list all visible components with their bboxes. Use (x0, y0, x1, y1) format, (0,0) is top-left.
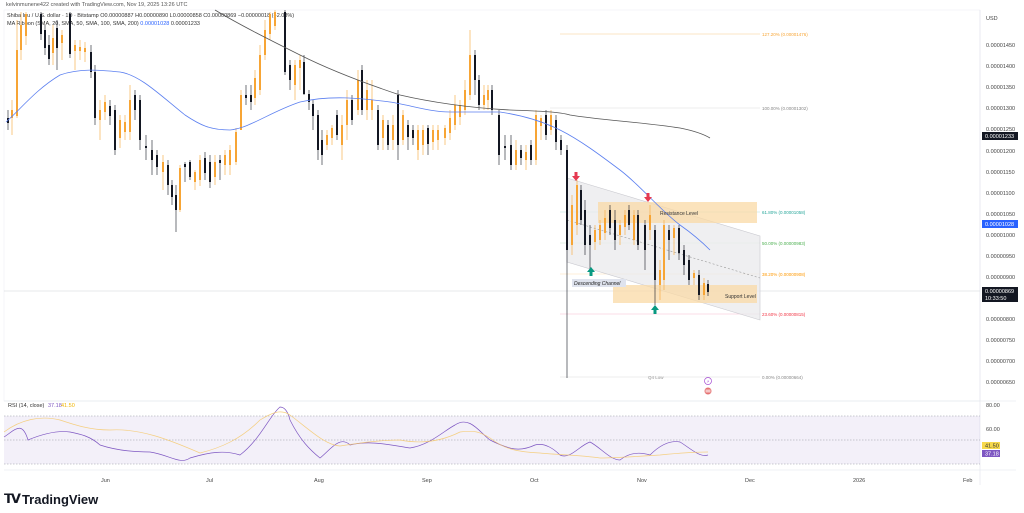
rsi-pane[interactable] (3, 406, 980, 465)
svg-text:Aug: Aug (314, 478, 324, 484)
svg-text:0.00001150: 0.00001150 (986, 170, 1015, 176)
svg-text:Sep: Sep (422, 478, 432, 484)
svg-text:0.00000900: 0.00000900 (986, 275, 1015, 281)
svg-text:0.00001233: 0.00001233 (985, 134, 1014, 140)
svg-text:Jul: Jul (206, 478, 213, 484)
ma200-price-badge (982, 132, 1018, 140)
channel-label-box (572, 279, 626, 287)
svg-text:60.00: 60.00 (986, 427, 1000, 433)
support-zone[interactable] (613, 285, 757, 303)
svg-text:Oct: Oct (530, 478, 539, 484)
price-axis[interactable]: USD 0.00001450 0.00001400 0.00001350 0.0… (986, 16, 1015, 386)
svg-text:Feb: Feb (963, 478, 972, 484)
rsi-label: RSI (14, close) (8, 403, 45, 409)
svg-text:37.18: 37.18 (985, 452, 999, 458)
down-arrow-icon (572, 172, 580, 181)
up-arrow-icon (651, 305, 659, 314)
ma-ribbon-value-200: 0.00001233 (170, 21, 200, 27)
sma50-line[interactable] (5, 69, 711, 251)
svg-text:0.00000700: 0.00000700 (986, 359, 1015, 365)
svg-text:0.00001400: 0.00001400 (986, 64, 1015, 70)
ma50-price-badge (982, 220, 1018, 228)
svg-text:0.00000950: 0.00000950 (986, 254, 1015, 260)
ma-ribbon-legend[interactable]: MA Ribbon (SMA, 20, SMA, 50, SMA, 100, S… (7, 21, 200, 27)
svg-text:0.00001028: 0.00001028 (985, 222, 1014, 228)
svg-text:0.00001200: 0.00001200 (986, 149, 1015, 155)
svg-text:0.00001450: 0.00001450 (986, 43, 1015, 49)
svg-text:0.00001300: 0.00001300 (986, 106, 1015, 112)
rsi-ma-value: 41.50 (61, 403, 75, 409)
tradingview-wordmark: TradingView (21, 491, 99, 507)
svg-text:0.00000800: 0.00000800 (986, 317, 1015, 323)
svg-text:0.00000750: 0.00000750 (986, 338, 1015, 344)
svg-text:Nov: Nov (637, 478, 647, 484)
chart-credit: kelvinmunene422 created with TradingView… (6, 2, 188, 8)
svg-text:0.00001100: 0.00001100 (986, 191, 1015, 197)
fib-label-0: 0.00% (0.00000664) (762, 375, 803, 380)
svg-text:2026: 2026 (853, 478, 865, 484)
svg-text:Jun: Jun (101, 478, 110, 484)
fib-label-382: 38.20% (0.00000908) (762, 272, 806, 277)
q4-low-label: Q4 Low (648, 375, 664, 380)
svg-text:0.00000650: 0.00000650 (986, 380, 1015, 386)
svg-text:41.50: 41.50 (985, 444, 999, 450)
down-arrow-icon (644, 193, 652, 202)
currency-label: USD (986, 16, 998, 22)
svg-text:⚡: ⚡ (707, 379, 710, 385)
time-axis[interactable]: Jun Jul Aug Sep Oct Nov Dec 2026 Feb (101, 478, 972, 484)
bar-countdown: 10:33:50 (985, 296, 1006, 302)
resistance-label: Resistance Level (660, 211, 698, 217)
channel-label: Descending Channel (574, 281, 621, 287)
svg-text:0.00001000: 0.00001000 (986, 233, 1015, 239)
rsi-badge (982, 450, 1000, 457)
sma200-line[interactable] (214, 9, 711, 139)
up-arrow-icon (587, 267, 595, 276)
us-flag-event-icon[interactable] (704, 387, 712, 395)
symbol-legend[interactable]: Shiba Inu / U.S. dollar · 1D · Bitstamp … (7, 13, 294, 19)
main-pane (3, 9, 981, 402)
ma-ribbon-value-50: 0.00001028 (140, 21, 170, 27)
rsi-band (4, 416, 980, 464)
symbol-ohlc: Shiba Inu / U.S. dollar · 1D · Bitstamp … (7, 13, 295, 19)
rsi-value: 37.18 (48, 403, 62, 409)
last-price-badge (982, 287, 1018, 302)
tradingview-logo[interactable]: 𝗧𝗩 TradingView (4, 491, 98, 507)
ma-ribbon-label: MA Ribbon (SMA, 20, SMA, 50, SMA, 100, S… (7, 21, 139, 27)
fib-label-236: 23.60% (0.00000815) (762, 312, 806, 317)
svg-text:Dec: Dec (745, 478, 755, 484)
fib-label-100: 100.00% (0.00001302) (762, 106, 808, 111)
svg-text:0.00001050: 0.00001050 (986, 212, 1015, 218)
flash-event-icon[interactable]: ⚡ (704, 377, 712, 386)
rsi-ma-line (3, 411, 709, 459)
candlesticks (7, 10, 709, 378)
svg-text:0.00001250: 0.00001250 (986, 127, 1015, 133)
rsi-line (3, 406, 709, 461)
support-label: Support Level (725, 294, 756, 300)
svg-text:0.00000869: 0.00000869 (985, 289, 1014, 295)
tradingview-mark-icon: 𝗧𝗩 (4, 491, 21, 506)
fib-label-50: 50.00% (0.00000983) (762, 241, 806, 246)
svg-text:0.00001350: 0.00001350 (986, 85, 1015, 91)
svg-text:80.00: 80.00 (986, 403, 1000, 409)
fib-label-618: 61.80% (0.00001058) (762, 210, 806, 215)
rsi-ma-badge (982, 442, 1000, 449)
fib-label-1272: 127.20% (0.00001476) (762, 32, 808, 37)
